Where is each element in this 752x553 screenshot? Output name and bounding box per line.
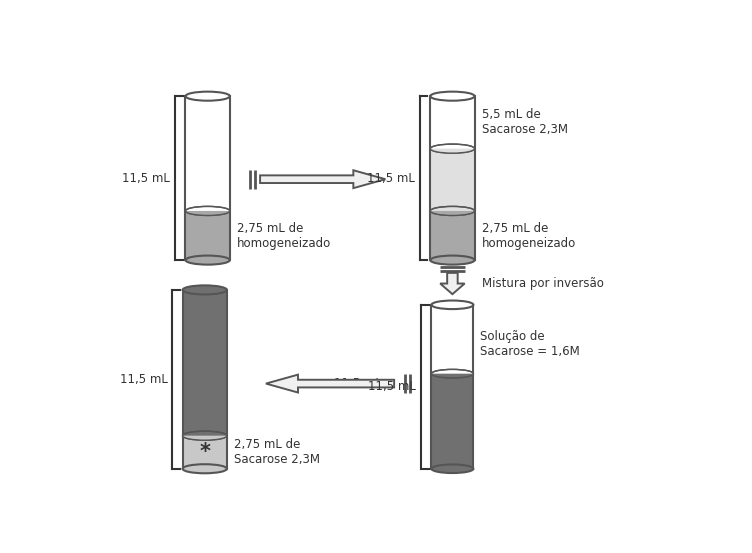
Bar (183, 290, 227, 436)
Ellipse shape (430, 206, 475, 216)
Text: 11,5 mL: 11,5 mL (334, 377, 382, 390)
Bar (186, 211, 230, 260)
Polygon shape (432, 374, 474, 378)
Bar (430, 96, 475, 149)
Bar (430, 211, 475, 260)
Text: 5,5 mL de
Sacarose 2,3M: 5,5 mL de Sacarose 2,3M (481, 108, 568, 137)
Text: 11,5 mL: 11,5 mL (123, 171, 171, 185)
Text: Mistura por inversão: Mistura por inversão (481, 277, 603, 290)
Text: 11,5 mL: 11,5 mL (120, 373, 168, 386)
Polygon shape (260, 170, 386, 188)
Polygon shape (266, 374, 394, 393)
Ellipse shape (186, 92, 230, 101)
Bar (186, 96, 230, 211)
Bar (432, 374, 474, 469)
Polygon shape (183, 436, 227, 440)
Ellipse shape (183, 431, 227, 440)
Polygon shape (430, 149, 475, 153)
Ellipse shape (432, 300, 474, 309)
Ellipse shape (432, 369, 474, 378)
Bar (430, 149, 475, 211)
Ellipse shape (432, 465, 474, 473)
Bar (432, 305, 474, 374)
Polygon shape (440, 273, 465, 294)
Bar (183, 436, 227, 469)
Polygon shape (186, 211, 230, 216)
Ellipse shape (186, 206, 230, 216)
Text: 11,5 mL: 11,5 mL (368, 380, 417, 393)
Ellipse shape (430, 255, 475, 265)
Ellipse shape (430, 92, 475, 101)
Ellipse shape (183, 285, 227, 294)
Text: 2,75 mL de
homogeneizado: 2,75 mL de homogeneizado (481, 222, 576, 249)
Ellipse shape (183, 464, 227, 473)
Text: 2,75 mL de
Sacarose 2,3M: 2,75 mL de Sacarose 2,3M (234, 438, 320, 466)
Text: 2,75 mL de
homogeneizado: 2,75 mL de homogeneizado (237, 222, 331, 249)
Text: Solução de
Sacarose = 1,6M: Solução de Sacarose = 1,6M (481, 330, 580, 358)
Polygon shape (430, 211, 475, 216)
Ellipse shape (430, 144, 475, 153)
Text: *: * (199, 442, 211, 462)
Ellipse shape (186, 255, 230, 265)
Text: 11,5 mL: 11,5 mL (367, 171, 415, 185)
